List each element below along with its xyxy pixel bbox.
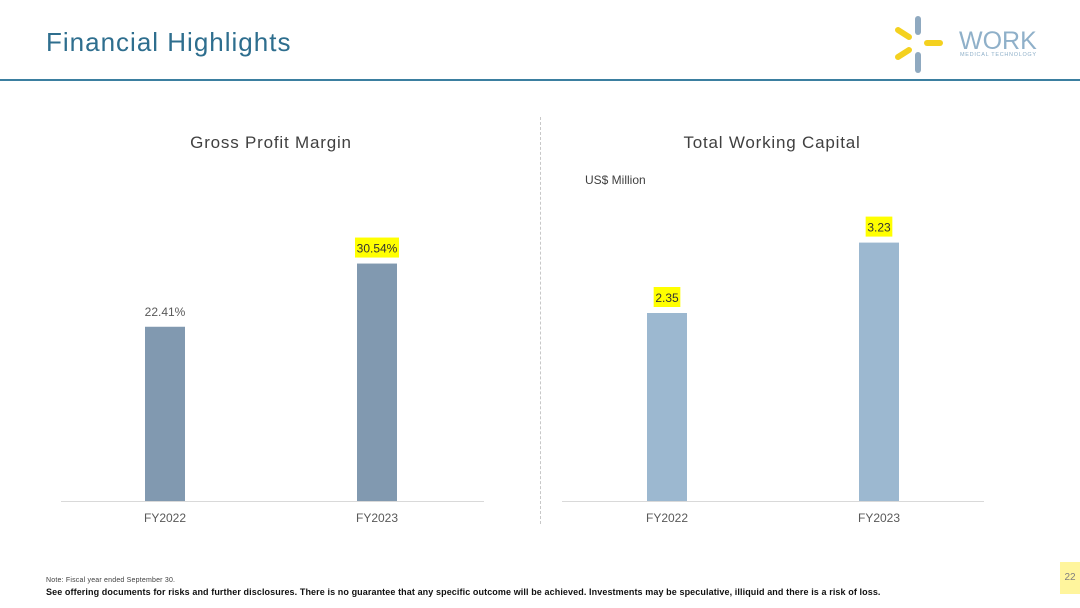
data-label-highlight (865, 216, 893, 237)
footer-note: Note: Fiscal year ended September 30. (46, 577, 176, 584)
bar-fy2023 (357, 263, 397, 501)
footer-disclaimer: See offering documents for risks and fur… (46, 587, 881, 597)
asterisk-logo-icon (895, 16, 943, 73)
bar-fy2022 (647, 313, 687, 501)
chart-title-gross-profit-margin: Gross Profit Margin (190, 133, 352, 152)
category-label-fy2023: FY2023 (858, 511, 900, 525)
unit-label: US$ Million (585, 173, 646, 187)
data-label-fy2022: 2.35 (655, 291, 679, 305)
page-number: 22 (1064, 572, 1076, 583)
logo-wordmark: WORK (959, 27, 1037, 55)
data-label-fy2022: 22.41% (145, 305, 186, 319)
category-label-fy2023: FY2023 (356, 511, 398, 525)
logo-tagline: MEDICAL TECHNOLOGY (960, 52, 1037, 58)
data-label-highlight (354, 237, 400, 258)
bar-fy2022 (145, 326, 185, 501)
bar-fy2023 (859, 242, 899, 501)
slide-title: Financial Highlights (46, 27, 292, 57)
chart-total-working-capital: 2.35 FY2022 3.23 FY2023 (562, 216, 984, 525)
data-label-highlight (653, 287, 681, 307)
data-label-fy2023: 3.23 (867, 221, 891, 235)
chart-title-total-working-capital: Total Working Capital (683, 133, 861, 152)
category-label-fy2022: FY2022 (646, 511, 688, 525)
chart-gross-profit-margin: 22.41% FY2022 30.54% FY2023 (61, 237, 484, 525)
category-label-fy2022: FY2022 (144, 511, 186, 525)
data-label-fy2023: 30.54% (357, 242, 398, 256)
header-divider-line (0, 79, 1080, 81)
chart-divider (540, 117, 541, 524)
page-number-badge: 22 (1060, 562, 1080, 594)
